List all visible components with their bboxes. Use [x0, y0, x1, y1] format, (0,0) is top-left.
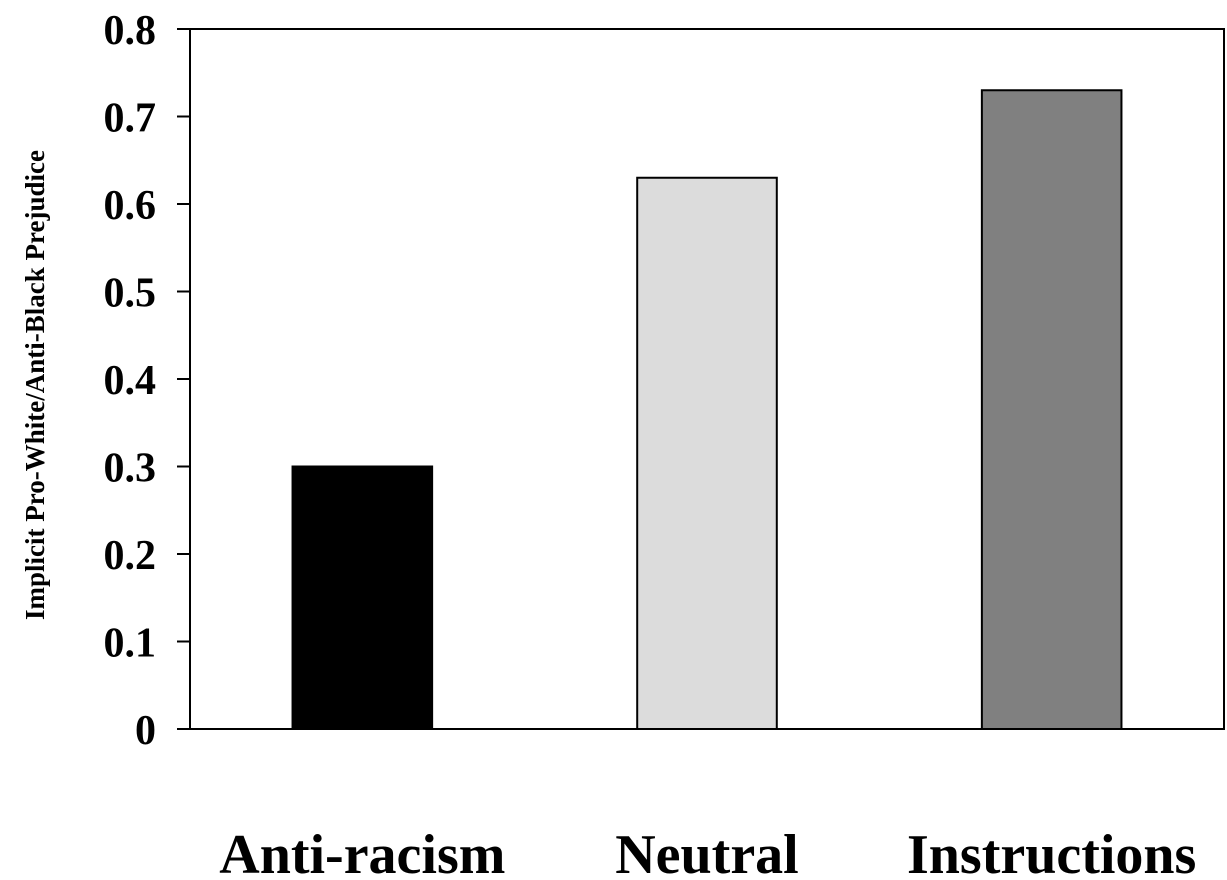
- y-tick-label: 0.8: [104, 8, 157, 54]
- y-tick-label: 0.6: [104, 183, 157, 229]
- x-category-label: Instructions: [907, 824, 1196, 880]
- x-category-label: Anti-racism: [219, 824, 505, 880]
- y-tick-label: 0: [135, 708, 156, 754]
- y-tick-label: 0.2: [104, 533, 157, 579]
- y-tick-label: 0.7: [104, 96, 157, 142]
- y-tick-label: 0.5: [104, 271, 157, 317]
- x-category-label: Neutral: [615, 824, 799, 880]
- y-tick-label: 0.4: [104, 358, 157, 404]
- y-tick-label: 0.3: [104, 446, 157, 492]
- bar-anti-racism: [291, 465, 434, 730]
- y-tick-label: 0.1: [104, 621, 157, 667]
- y-axis-title: Implicit Pro-White/Anti-Black Prejudice: [20, 150, 50, 620]
- bar-neutral: [636, 176, 778, 730]
- bar-instructions: [980, 89, 1123, 730]
